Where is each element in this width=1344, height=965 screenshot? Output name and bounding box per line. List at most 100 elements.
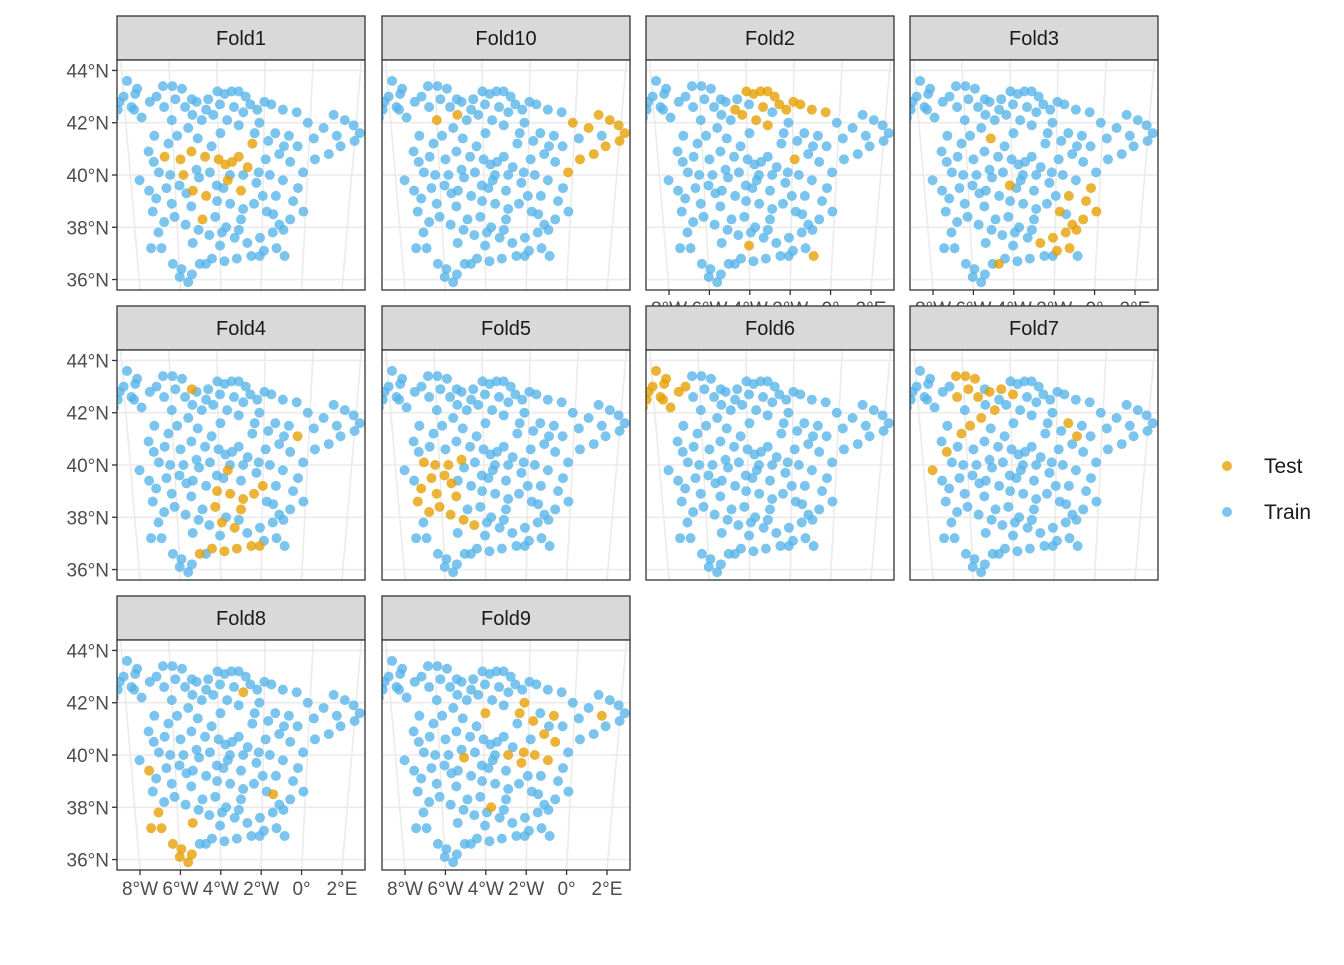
train-point <box>704 444 715 455</box>
train-point <box>414 710 425 721</box>
train-point <box>263 426 274 437</box>
train-point <box>249 708 260 719</box>
train-point <box>252 684 263 695</box>
train-point <box>979 436 990 447</box>
points <box>117 365 365 578</box>
train-point <box>535 708 546 719</box>
train-point <box>1063 128 1074 139</box>
train-point <box>426 183 437 194</box>
test-point <box>806 104 817 115</box>
train-point <box>956 138 967 149</box>
train-point <box>567 697 578 708</box>
facet-strip-label: Fold7 <box>1009 318 1059 340</box>
test-point <box>758 102 769 113</box>
train-point <box>990 214 1001 225</box>
train-point <box>285 214 296 225</box>
train-point <box>513 488 524 499</box>
train-point <box>519 232 530 243</box>
train-point <box>201 770 212 781</box>
train-point <box>707 170 718 180</box>
train-point <box>663 175 674 186</box>
train-point <box>416 773 427 784</box>
train-point <box>999 141 1010 152</box>
train-point <box>678 130 689 141</box>
train-point <box>673 96 684 107</box>
train-point <box>130 88 141 99</box>
train-point <box>186 201 197 212</box>
train-point <box>221 222 232 233</box>
train-point <box>161 473 172 484</box>
test-point <box>503 750 514 760</box>
y-tick-label: 40°N <box>67 456 109 477</box>
train-point <box>494 522 505 533</box>
train-point <box>959 198 970 209</box>
train-point <box>348 700 359 711</box>
train-point <box>174 271 185 282</box>
train-point <box>426 763 437 774</box>
train-point <box>291 107 302 118</box>
train-point <box>169 211 180 222</box>
train-point <box>260 154 271 165</box>
train-point <box>192 713 203 724</box>
train-point <box>263 136 274 147</box>
train-point <box>477 196 488 207</box>
train-point <box>236 765 246 776</box>
train-point <box>678 420 689 431</box>
train-point <box>946 457 957 468</box>
train-point <box>535 770 546 781</box>
train-point <box>573 713 584 724</box>
points <box>910 75 1158 288</box>
train-point <box>937 96 948 107</box>
train-point <box>969 554 980 565</box>
train-point <box>193 224 204 235</box>
train-point <box>161 763 172 774</box>
train-point <box>247 718 258 729</box>
train-point <box>857 399 868 410</box>
train-point <box>573 423 584 434</box>
train-point <box>557 141 568 152</box>
train-point <box>183 412 194 423</box>
train-point <box>1026 441 1037 452</box>
test-point <box>673 386 684 397</box>
train-point <box>440 734 451 745</box>
train-point <box>754 198 765 209</box>
train-point <box>208 109 219 120</box>
train-point <box>535 480 546 491</box>
train-point <box>399 175 410 186</box>
train-point <box>755 376 766 387</box>
test-point <box>197 214 208 225</box>
test-point <box>755 86 766 97</box>
train-point <box>445 392 456 403</box>
train-point <box>466 104 477 115</box>
train-point <box>574 734 585 745</box>
train-point <box>996 94 1007 105</box>
facet-strip-label: Fold5 <box>481 318 531 340</box>
train-point <box>408 436 419 447</box>
train-point <box>238 170 249 180</box>
train-point <box>507 817 518 828</box>
train-point <box>260 444 271 455</box>
train-point <box>246 251 257 262</box>
train-point <box>946 517 957 528</box>
train-point <box>705 264 716 275</box>
train-point <box>187 399 198 410</box>
train-point <box>503 493 514 504</box>
train-point <box>725 405 736 416</box>
train-point <box>715 201 726 212</box>
train-point <box>730 480 741 491</box>
train-point <box>401 402 412 413</box>
train-point <box>539 149 550 160</box>
train-point <box>827 167 838 178</box>
facet-strip <box>381 595 631 641</box>
test-point <box>542 755 553 766</box>
train-point <box>382 684 388 695</box>
train-point <box>721 133 732 144</box>
train-point <box>259 386 270 397</box>
train-point <box>699 384 710 395</box>
train-point <box>553 486 564 497</box>
train-point <box>949 533 960 544</box>
train-point <box>878 136 889 147</box>
train-point <box>792 136 803 147</box>
train-point <box>1035 162 1046 173</box>
train-point <box>604 405 615 416</box>
